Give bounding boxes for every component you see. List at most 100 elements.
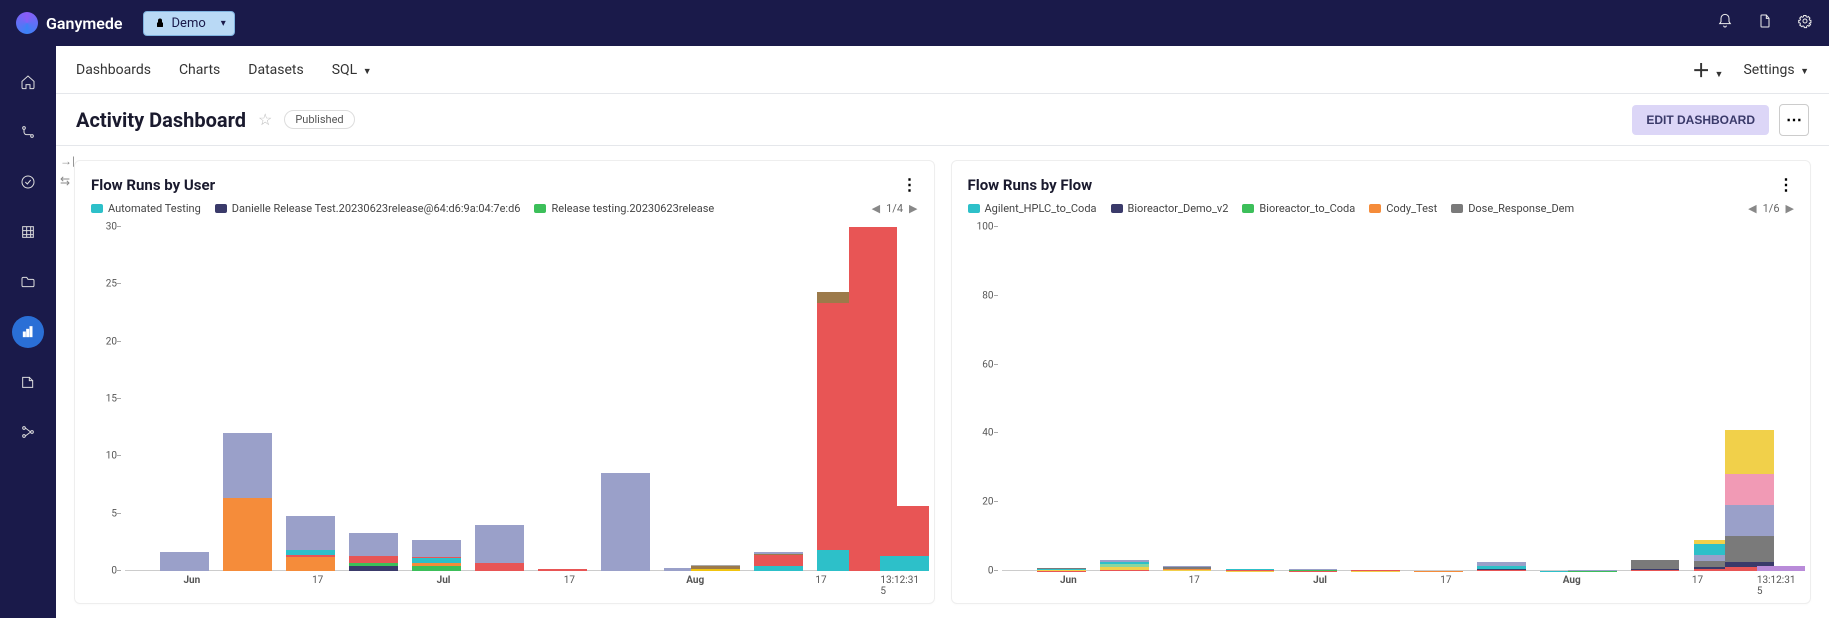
- bar[interactable]: [1477, 516, 1526, 571]
- bar[interactable]: [880, 422, 929, 571]
- bar[interactable]: [223, 353, 272, 571]
- chart-menu-icon[interactable]: ⋮: [1778, 175, 1794, 194]
- bar[interactable]: [1414, 564, 1463, 571]
- subnav: Dashboards Charts Datasets SQL ▼ ＋ ▼ Set…: [56, 46, 1829, 94]
- x-tick: Jul: [437, 575, 451, 586]
- bar-segment: [754, 566, 803, 571]
- bar-segment: [223, 433, 272, 498]
- bar[interactable]: [349, 456, 398, 571]
- bar[interactable]: [160, 491, 209, 571]
- bar[interactable]: [601, 388, 650, 571]
- bar[interactable]: [1163, 530, 1212, 571]
- bar[interactable]: [286, 433, 335, 571]
- panel-toggles: →| ⇆: [60, 154, 75, 188]
- bar[interactable]: [412, 468, 461, 571]
- env-selector[interactable]: Demo: [143, 11, 235, 36]
- favorite-toggle[interactable]: ☆: [258, 110, 272, 129]
- y-tick: 80: [982, 290, 993, 301]
- bar[interactable]: [1100, 509, 1149, 571]
- legend-pager: ◀ 1/4 ▶: [872, 202, 918, 215]
- legend-item[interactable]: Automated Testing: [91, 202, 201, 215]
- file-icon[interactable]: [1757, 13, 1773, 33]
- legend-label: Automated Testing: [108, 202, 201, 215]
- bar[interactable]: [1037, 540, 1086, 571]
- sidebar-item-home[interactable]: [12, 66, 44, 98]
- legend-swatch: [215, 204, 227, 213]
- legend-item[interactable]: Danielle Release Test.20230623release@64…: [215, 202, 521, 215]
- legend-prev-icon[interactable]: ◀: [872, 202, 880, 215]
- bar-segment: [880, 556, 929, 571]
- y-tick: 0: [111, 566, 117, 577]
- logo-icon: [16, 12, 38, 34]
- legend-swatch: [91, 204, 103, 213]
- legend-item[interactable]: Bioreactor_to_Coda: [1242, 202, 1355, 215]
- x-tick: 17: [312, 575, 323, 586]
- bar-segment: [286, 516, 335, 550]
- legend-label: Cody_Test: [1386, 202, 1437, 215]
- chart-menu-icon[interactable]: ⋮: [902, 175, 918, 194]
- legend-prev-icon[interactable]: ◀: [1748, 202, 1756, 215]
- bar[interactable]: [1631, 509, 1680, 571]
- sidebar-item-connections[interactable]: [12, 416, 44, 448]
- bar[interactable]: [1757, 530, 1806, 571]
- bar[interactable]: [691, 525, 740, 571]
- subnav-sql[interactable]: SQL ▼: [332, 62, 372, 78]
- x-tick: Aug: [1563, 575, 1581, 586]
- bar[interactable]: [1226, 543, 1275, 571]
- bar-segment: [880, 506, 929, 556]
- chart-title: Flow Runs by User: [91, 176, 215, 194]
- legend-next-icon[interactable]: ▶: [1786, 202, 1794, 215]
- bar[interactable]: [754, 491, 803, 571]
- legend-next-icon[interactable]: ▶: [909, 202, 917, 215]
- bar-segment: [1631, 560, 1680, 569]
- legend-label: Danielle Release Test.20230623release@64…: [232, 202, 521, 215]
- chart-area: 051015202530Jun17Jul17Aug1713:12:31 5: [91, 223, 918, 593]
- bar[interactable]: [538, 548, 587, 571]
- legend-item[interactable]: Bioreactor_Demo_v2: [1111, 202, 1229, 215]
- sidebar-item-tables[interactable]: [12, 216, 44, 248]
- bar[interactable]: [1568, 557, 1617, 571]
- legend-label: Release testing.20230623release: [551, 202, 714, 215]
- sidebar-item-reports[interactable]: [12, 366, 44, 398]
- bell-icon[interactable]: [1717, 13, 1733, 33]
- add-button[interactable]: ＋ ▼: [1692, 57, 1723, 83]
- logo[interactable]: Ganymede: [16, 12, 123, 34]
- legend-label: Bioreactor_to_Coda: [1259, 202, 1355, 215]
- bar[interactable]: [1289, 547, 1338, 571]
- sidebar-item-dashboards[interactable]: [12, 316, 44, 348]
- subnav-charts[interactable]: Charts: [179, 62, 220, 78]
- sidebar-item-files[interactable]: [12, 266, 44, 298]
- filter-icon[interactable]: ⇆: [60, 174, 75, 188]
- settings-menu[interactable]: Settings ▼: [1743, 62, 1809, 78]
- bar[interactable]: [1351, 550, 1400, 571]
- bar-segment: [754, 555, 803, 566]
- gear-icon[interactable]: [1797, 13, 1813, 33]
- legend-swatch: [1369, 204, 1381, 213]
- subnav-dashboards[interactable]: Dashboards: [76, 62, 151, 78]
- edit-dashboard-button[interactable]: EDIT DASHBOARD: [1632, 105, 1769, 135]
- subnav-datasets[interactable]: Datasets: [248, 62, 303, 78]
- legend-item[interactable]: Cody_Test: [1369, 202, 1437, 215]
- legend-item[interactable]: Dose_Response_Dem: [1451, 202, 1574, 215]
- y-tick: 40: [982, 428, 993, 439]
- legend-item[interactable]: Agilent_HPLC_to_Coda: [968, 202, 1097, 215]
- bar-segment: [475, 525, 524, 563]
- more-actions-button[interactable]: ⋯: [1779, 104, 1809, 136]
- chart-panel-by-flow: Flow Runs by Flow ⋮ Agilent_HPLC_to_Coda…: [951, 160, 1812, 604]
- y-tick: 25: [106, 279, 117, 290]
- legend-item[interactable]: Release testing.20230623release: [534, 202, 714, 215]
- x-tick: 17: [1692, 575, 1703, 586]
- legend-swatch: [1242, 204, 1254, 213]
- bar-segment: [1725, 430, 1774, 474]
- expand-icon[interactable]: →|: [60, 154, 75, 168]
- brand-name: Ganymede: [46, 14, 123, 33]
- sidebar-item-flows[interactable]: [12, 116, 44, 148]
- bar-segment: [1477, 570, 1526, 571]
- bar-segment: [475, 563, 524, 571]
- main: Dashboards Charts Datasets SQL ▼ ＋ ▼ Set…: [56, 46, 1829, 618]
- legend-label: Agilent_HPLC_to_Coda: [985, 202, 1097, 215]
- bar-segment: [286, 557, 335, 571]
- sidebar-item-runs[interactable]: [12, 166, 44, 198]
- env-label: Demo: [172, 16, 206, 31]
- bar[interactable]: [475, 445, 524, 571]
